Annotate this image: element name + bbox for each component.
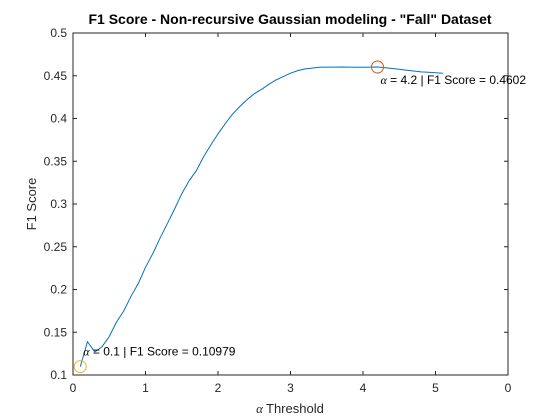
f1-score-line — [79, 66, 443, 367]
y-axis-label: F1 Score — [24, 178, 39, 231]
y-tick-label: 0.1 — [50, 368, 67, 382]
x-axis-label-text: Threshold — [266, 401, 324, 416]
annotation-text: = 4.2 | F1 Score = 0.4602 — [387, 73, 527, 87]
x-tick-label: 5 — [432, 381, 439, 395]
x-tick-label: 3 — [287, 381, 294, 395]
y-tick-label: 0.5 — [50, 26, 67, 40]
y-axis: 0.1 0.15 0.2 0.25 0.3 0.35 0.4 0.45 0.5 — [44, 26, 508, 382]
x-axis-label: α Threshold — [256, 401, 324, 416]
annotation-symbol: α — [83, 345, 90, 359]
y-tick-label: 0.45 — [44, 69, 68, 83]
chart-title: F1 Score - Non-recursive Gaussian modeli… — [88, 11, 491, 27]
x-tick-label: 0 — [70, 381, 77, 395]
marker-annotation: α = 4.2 | F1 Score = 0.4602 — [381, 73, 527, 87]
marker-annotation: α = 0.1 | F1 Score = 0.10979 — [83, 345, 236, 359]
y-tick-label: 0.15 — [44, 325, 68, 339]
x-axis: 0 1 2 3 4 5 0 — [70, 33, 512, 395]
plot-area — [72, 32, 509, 376]
annotation-text: = 0.1 | F1 Score = 0.10979 — [90, 345, 236, 359]
x-tick-label: 1 — [142, 381, 149, 395]
highlight-marker — [371, 60, 384, 74]
axes-box — [72, 32, 509, 376]
highlight-marker — [73, 360, 87, 374]
x-tick-label: 0 — [505, 381, 512, 395]
y-tick-label: 0.3 — [50, 197, 67, 211]
x-axis-label-symbol: α — [256, 401, 264, 416]
annotation-symbol: α — [381, 73, 388, 87]
series-layer — [79, 66, 443, 367]
y-tick-label: 0.4 — [50, 112, 67, 126]
y-tick-label: 0.35 — [44, 154, 68, 168]
y-tick-label: 0.2 — [50, 283, 67, 297]
x-tick-label: 4 — [360, 381, 367, 395]
y-tick-label: 0.25 — [44, 240, 68, 254]
x-tick-label: 2 — [215, 381, 222, 395]
